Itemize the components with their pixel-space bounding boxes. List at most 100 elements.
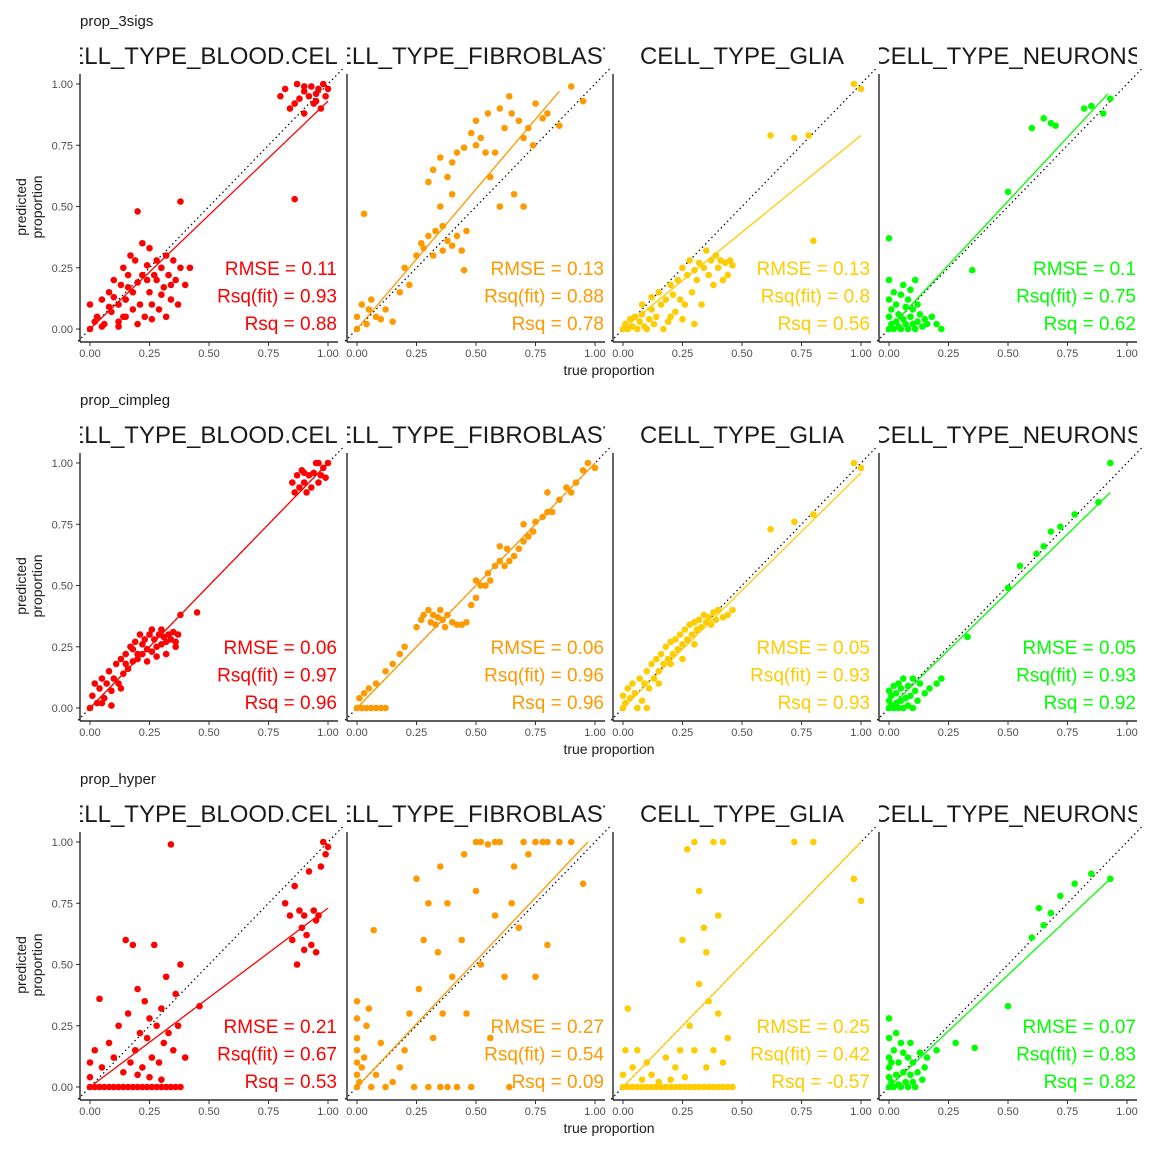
data-point xyxy=(657,301,665,308)
data-point xyxy=(921,1064,928,1071)
facet-strip-label: CELL_TYPE_GLIA xyxy=(640,801,844,828)
data-point xyxy=(563,484,570,491)
stat-annotation: Rsq = 0.62 xyxy=(1044,314,1136,335)
data-point xyxy=(714,1010,722,1017)
data-point xyxy=(167,296,175,303)
facet-strip-label: CELL_TYPE_FIBROBLASTS xyxy=(319,43,634,70)
data-point xyxy=(624,685,632,692)
data-point xyxy=(515,117,523,125)
x-tick-label: 0.50 xyxy=(198,1106,219,1118)
identity-reference-line xyxy=(610,66,879,342)
data-point xyxy=(964,633,971,641)
data-point xyxy=(122,296,129,303)
data-point xyxy=(641,680,648,687)
facet-panel: CELL_TYPE_NEURONS 0.00 0.25 0.50 0.75 1.00 RMS… xyxy=(876,422,1145,739)
data-point xyxy=(353,1046,361,1054)
data-point xyxy=(463,227,470,235)
data-point xyxy=(655,288,662,296)
data-point xyxy=(150,941,158,949)
data-point xyxy=(664,318,672,325)
data-point xyxy=(396,288,404,296)
stat-annotation: Rsq(fit) = 0.93 xyxy=(750,666,870,687)
data-point xyxy=(110,276,118,284)
data-point xyxy=(437,606,444,614)
identity-reference-line xyxy=(344,66,613,342)
data-point xyxy=(501,973,508,981)
facet-strip-label: CELL_TYPE_FIBROBLASTS xyxy=(319,422,634,449)
data-point xyxy=(429,252,437,259)
data-point xyxy=(353,1034,361,1042)
data-point xyxy=(131,638,139,646)
x-tick-label: 0.25 xyxy=(938,348,959,360)
data-point xyxy=(662,1054,670,1061)
data-point xyxy=(719,1083,727,1091)
data-point xyxy=(897,685,905,692)
data-point xyxy=(695,980,703,988)
data-point xyxy=(417,239,425,247)
data-point xyxy=(146,288,153,296)
facet-panel: CELL_TYPE_BLOOD.CELLS 0.00 0.25 0.50 0.75 1.0… xyxy=(77,43,346,360)
data-point xyxy=(510,190,518,198)
stat-annotation: RMSE = 0.05 xyxy=(1022,638,1136,659)
data-point xyxy=(724,271,732,279)
x-tick-label: 0.00 xyxy=(612,1106,633,1118)
data-point xyxy=(134,650,141,658)
data-point xyxy=(710,838,717,846)
data-point xyxy=(1047,528,1055,535)
data-point xyxy=(729,1083,736,1091)
data-point xyxy=(691,1046,698,1054)
data-point xyxy=(98,323,106,330)
data-point xyxy=(458,247,466,254)
data-point xyxy=(810,511,817,518)
data-point xyxy=(134,279,141,286)
data-point xyxy=(619,692,627,700)
data-point xyxy=(158,1076,165,1083)
stat-annotation: RMSE = 0.06 xyxy=(490,638,604,659)
data-point xyxy=(556,122,563,129)
data-point xyxy=(439,1010,446,1017)
data-point xyxy=(129,1083,137,1091)
data-point xyxy=(98,296,106,303)
data-point xyxy=(885,276,893,284)
x-tick-label: 1.00 xyxy=(1116,727,1137,739)
x-tick-label: 0.25 xyxy=(406,1106,427,1118)
data-point xyxy=(406,281,413,289)
data-point xyxy=(923,320,931,328)
data-point xyxy=(360,1054,368,1061)
data-point xyxy=(286,912,294,919)
data-point xyxy=(624,1083,632,1091)
data-point xyxy=(472,577,480,584)
data-point xyxy=(909,1078,917,1086)
data-point xyxy=(372,704,380,712)
data-point xyxy=(363,320,370,328)
data-point xyxy=(667,1076,674,1083)
data-point xyxy=(503,545,511,553)
data-point xyxy=(688,288,696,296)
data-point xyxy=(141,636,149,643)
data-point xyxy=(672,308,679,316)
data-point xyxy=(420,611,427,619)
data-point xyxy=(143,276,151,284)
stat-annotation: Rsq(fit) = 0.83 xyxy=(1016,1045,1136,1066)
data-point xyxy=(810,237,817,245)
x-tick-label: 0.25 xyxy=(139,348,160,360)
data-point xyxy=(415,985,423,993)
facet-panel: CELL_TYPE_BLOOD.CELLS 0.00 0.25 0.50 0.75 1.0… xyxy=(77,422,346,739)
data-point xyxy=(96,685,103,692)
data-point xyxy=(134,985,141,993)
data-point xyxy=(486,1034,494,1042)
x-tick-label: 0.00 xyxy=(346,727,367,739)
data-point xyxy=(86,1059,94,1066)
data-point xyxy=(693,276,701,284)
data-point xyxy=(437,203,444,210)
data-point xyxy=(177,1083,184,1091)
stat-annotation: Rsq(fit) = 0.93 xyxy=(1016,666,1136,687)
data-point xyxy=(170,257,177,264)
data-point xyxy=(129,288,137,296)
data-point xyxy=(850,80,858,88)
data-point xyxy=(174,631,182,638)
data-point xyxy=(688,631,696,638)
data-point xyxy=(508,110,515,117)
data-point xyxy=(506,92,513,100)
